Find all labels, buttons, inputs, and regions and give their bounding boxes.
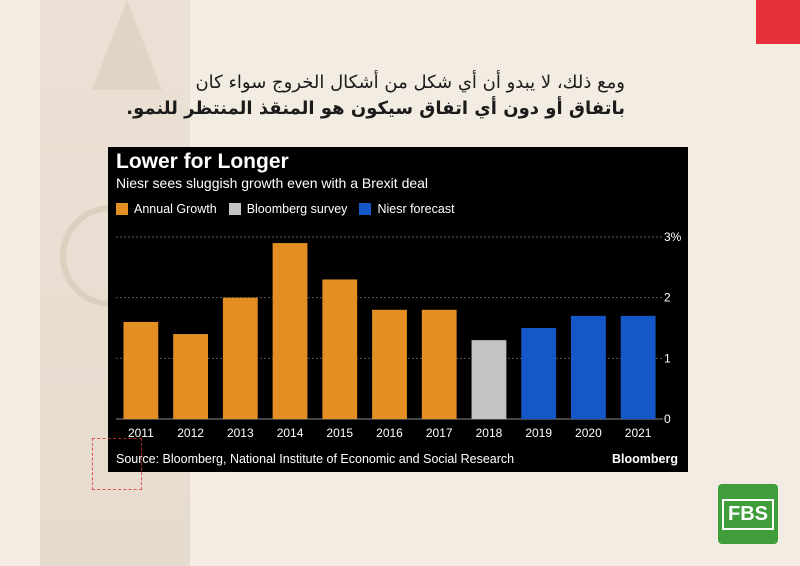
legend-item-annual-growth: Annual Growth xyxy=(116,202,217,216)
headline: ومع ذلك، لا يبدو أن أي شكل من أشكال الخر… xyxy=(65,70,625,122)
bar-2018 xyxy=(471,340,507,419)
legend-swatch xyxy=(116,203,128,215)
headline-line-2: باتفاق أو دون أي اتفاق سيكون هو المنقذ ا… xyxy=(126,98,625,119)
x-tick-label: 2019 xyxy=(525,426,552,440)
x-tick-label: 2020 xyxy=(575,426,602,440)
chart-panel: Lower for Longer Niesr sees sluggish gro… xyxy=(108,147,688,472)
chart-title: Lower for Longer xyxy=(116,150,289,173)
y-tick-label: 2 xyxy=(664,291,671,305)
bar-2017 xyxy=(421,309,457,419)
red-corner-accent xyxy=(756,0,800,44)
chart-subtitle: Niesr sees sluggish growth even with a B… xyxy=(116,175,429,191)
x-tick-label: 2014 xyxy=(277,426,304,440)
bar-2013 xyxy=(222,297,258,419)
fbs-logo: FBS xyxy=(718,484,778,544)
x-tick-label: 2018 xyxy=(476,426,503,440)
legend-swatch xyxy=(359,203,372,215)
y-tick-label: 0 xyxy=(664,412,671,426)
dashed-corner-mark xyxy=(92,438,142,490)
bloomberg-brand: Bloomberg xyxy=(612,452,678,466)
y-tick-label: 3% xyxy=(664,230,682,244)
bar-2011 xyxy=(123,321,159,419)
legend-label: Niesr forecast xyxy=(377,202,455,216)
legend-label: Bloomberg survey xyxy=(246,202,348,216)
bar-2019 xyxy=(521,328,557,419)
legend-item-niesr-forecast: Niesr forecast xyxy=(359,202,455,216)
legend-swatch xyxy=(228,203,241,215)
y-tick-label: 1 xyxy=(664,351,671,365)
fbs-logo-text: FBS xyxy=(722,498,774,530)
bar-2012 xyxy=(173,334,208,419)
x-tick-label: 2015 xyxy=(326,426,353,440)
bar-2014 xyxy=(272,243,308,419)
x-tick-label: 2013 xyxy=(227,426,254,440)
headline-line-1: ومع ذلك، لا يبدو أن أي شكل من أشكال الخر… xyxy=(195,72,625,93)
x-tick-label: 2017 xyxy=(426,426,453,440)
x-tick-label: 2011 xyxy=(128,426,154,440)
chart-legend: Annual Growth Bloomberg survey Niesr for… xyxy=(116,202,455,216)
x-tick-label: 2021 xyxy=(625,426,652,440)
bar-2020 xyxy=(571,315,606,419)
bar-chart: 0 1 2 3% 2011 2012 2013 2014 2015 2016 2017 2018 201… xyxy=(116,230,682,440)
legend-label: Annual Growth xyxy=(134,202,217,216)
chart-source: Source: Bloomberg, National Institute of… xyxy=(116,452,515,466)
bar-2021 xyxy=(620,315,656,419)
bar-2016 xyxy=(372,309,407,419)
x-tick-label: 2012 xyxy=(177,426,204,440)
background-spire xyxy=(92,0,162,90)
x-tick-label: 2016 xyxy=(376,426,403,440)
bar-2015 xyxy=(322,279,358,419)
legend-item-bloomberg-survey: Bloomberg survey xyxy=(228,202,348,216)
